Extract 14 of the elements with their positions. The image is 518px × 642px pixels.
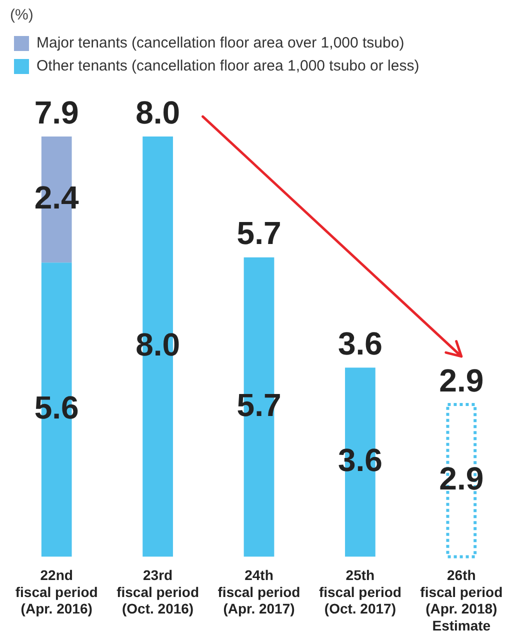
x-tick-label: 23rd fiscal period (Oct. 2016) bbox=[116, 567, 200, 617]
total-label: 8.0 bbox=[136, 94, 180, 130]
x-tick-label: 26th fiscal period (Apr. 2018) Estimate bbox=[420, 567, 503, 634]
text: (%) bbox=[10, 6, 34, 24]
legend-label: Other tenants (cancellation floor area 1,000 tsubo or less) bbox=[36, 58, 420, 75]
x-tick-label: 24th fiscal period (Apr. 2017) bbox=[218, 567, 300, 617]
total-label: 2.9 bbox=[439, 362, 484, 398]
x-tick-label: 25th fiscal period (Oct. 2017) bbox=[318, 567, 402, 617]
total-label: 7.9 bbox=[34, 94, 79, 130]
total-label: 3.6 bbox=[338, 326, 382, 362]
legend-label: Major tenants (cancellation floor area over 1,000 tsubo) bbox=[36, 34, 404, 52]
x-tick-label: 22nd fiscal period (Apr. 2016) bbox=[15, 567, 98, 617]
data-label: 2.9 bbox=[439, 460, 484, 496]
total-label: 5.7 bbox=[236, 215, 282, 252]
